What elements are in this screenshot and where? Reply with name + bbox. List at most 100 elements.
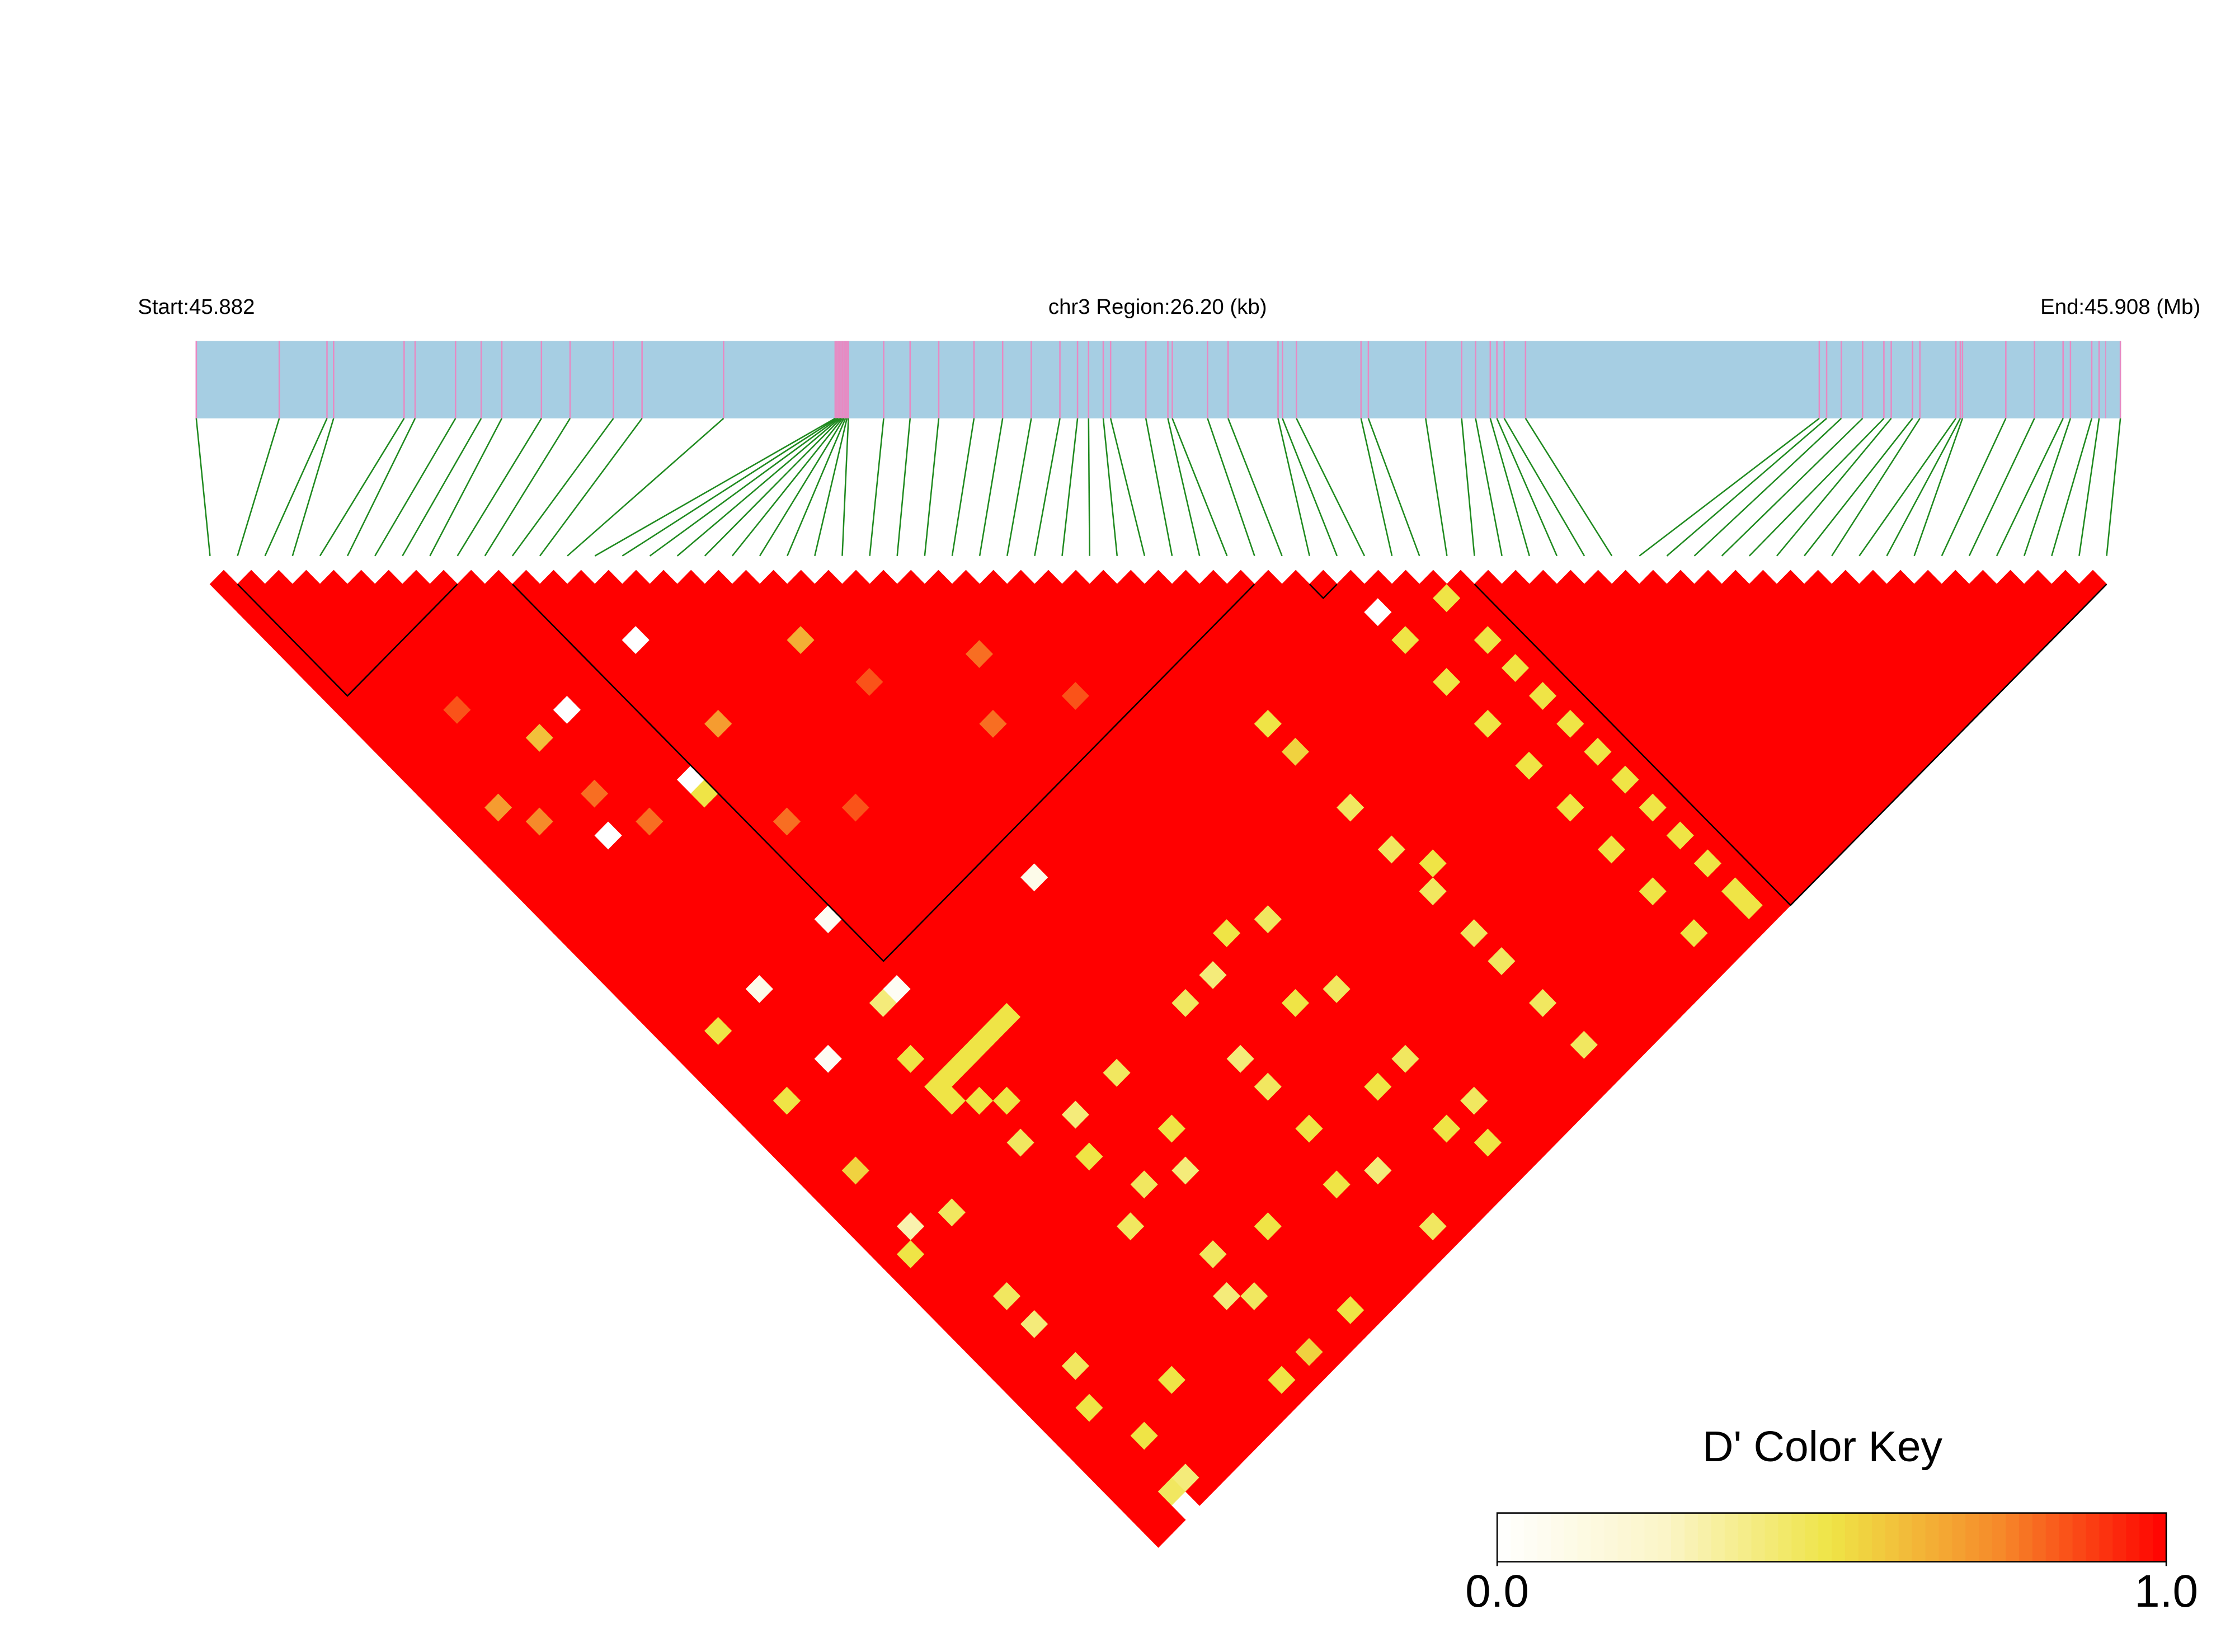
color-key-swatch	[1778, 1513, 1792, 1562]
snp-link	[1227, 418, 1283, 557]
color-key-swatch	[1845, 1513, 1859, 1562]
color-key-swatch	[1738, 1513, 1752, 1562]
color-key-swatch	[2045, 1513, 2060, 1562]
color-key-swatch	[2126, 1513, 2140, 1562]
snp-link	[539, 418, 643, 557]
color-key-swatch	[1658, 1513, 1672, 1562]
start-label: Start:45.882	[138, 295, 255, 319]
color-key-swatch	[1885, 1513, 1899, 1562]
snp-link	[759, 418, 845, 557]
snp-link	[429, 418, 503, 557]
snp-link	[1639, 417, 1820, 557]
color-key-swatch	[2099, 1513, 2114, 1562]
snp-link	[346, 418, 416, 557]
color-key-swatch	[1791, 1513, 1806, 1562]
snp-link	[2078, 418, 2100, 556]
snp-link	[1503, 418, 1585, 557]
snp-link	[1858, 418, 1957, 557]
snp-link	[1088, 418, 1090, 556]
snp-link	[2023, 418, 2072, 557]
snp-link	[1296, 418, 1366, 557]
snp-link	[869, 418, 884, 556]
snp-link	[374, 418, 457, 557]
snp-link	[649, 417, 839, 557]
ld-block	[511, 583, 1255, 962]
snp-link	[1171, 418, 1228, 557]
snp-link	[594, 417, 836, 557]
snp-link	[1831, 418, 1921, 557]
snp-link	[1721, 417, 1864, 557]
color-key-swatch	[2112, 1513, 2127, 1562]
color-key-swatch	[1952, 1513, 1966, 1562]
snp-link	[1006, 418, 1032, 556]
color-key-frame	[1496, 1512, 2167, 1562]
snp-link	[195, 418, 211, 556]
snp-link	[237, 418, 280, 557]
snp-link	[1102, 418, 1118, 556]
color-key-swatch	[1765, 1513, 1779, 1562]
color-key-swatch	[1685, 1513, 1698, 1562]
gene-track	[196, 341, 2121, 418]
color-key-swatch	[1697, 1513, 1712, 1562]
color-key-swatch	[1644, 1513, 1658, 1562]
end-label: End:45.908 (Mb)	[2040, 295, 2200, 319]
color-key-swatch	[2153, 1513, 2167, 1562]
snp-link	[1913, 418, 1964, 557]
snp-link	[1941, 418, 2007, 557]
color-key-swatch	[1805, 1513, 1819, 1562]
color-key-swatch	[1497, 1513, 1511, 1562]
color-key-swatch	[1925, 1513, 1940, 1562]
snp-link	[1776, 418, 1892, 557]
snp-link	[1475, 418, 1503, 556]
color-key-swatch	[2072, 1513, 2087, 1562]
color-key-swatch	[1912, 1513, 1926, 1562]
color-key-swatch	[2059, 1513, 2073, 1562]
color-key-swatch	[1564, 1513, 1578, 1562]
color-key-swatch	[1898, 1513, 1913, 1562]
snp-link	[1360, 418, 1393, 557]
color-key-swatch	[1537, 1513, 1551, 1562]
color-key-swatch	[1523, 1513, 1538, 1562]
snp-link	[1145, 418, 1173, 556]
color-key-swatch	[2139, 1513, 2153, 1562]
color-key-swatch	[1604, 1513, 1618, 1562]
ld-block	[237, 583, 458, 697]
snp-link	[814, 418, 848, 557]
color-key-swatch	[1711, 1513, 1725, 1562]
snp-link	[1109, 418, 1146, 557]
color-key-swatch	[1992, 1513, 2006, 1562]
snp-link	[951, 418, 975, 556]
snp-link	[2051, 418, 2093, 557]
snp-link	[924, 418, 940, 556]
color-key-swatch	[1858, 1513, 1872, 1562]
snp-link	[841, 418, 849, 556]
color-key-swatch	[1671, 1513, 1685, 1562]
color-key-swatch	[1724, 1513, 1739, 1562]
region-label: chr3 Region:26.20 (kb)	[1048, 295, 1267, 319]
snp-link	[1748, 417, 1885, 557]
color-key-swatch	[1511, 1513, 1524, 1562]
snp-link	[1367, 418, 1420, 557]
snp-link	[787, 418, 846, 557]
snp-link	[457, 418, 542, 557]
snp-link	[1425, 418, 1448, 556]
snp-link	[567, 417, 724, 557]
snp-link	[484, 418, 571, 557]
color-key-swatch	[2086, 1513, 2100, 1562]
color-key-label: 1.0	[2134, 1566, 2198, 1617]
color-key-swatch	[2032, 1513, 2046, 1562]
snp-link	[1461, 418, 1475, 556]
snp-link	[1524, 418, 1613, 557]
color-key-swatch	[1591, 1513, 1605, 1562]
ld-block	[1309, 583, 1338, 600]
color-key-swatch	[1751, 1513, 1766, 1562]
color-key-swatch	[1938, 1513, 1953, 1562]
snp-link	[676, 417, 840, 557]
snp-link	[896, 418, 911, 556]
snp-link	[1496, 418, 1558, 557]
legend-title: D' Color Key	[1702, 1423, 1942, 1471]
snp-link	[978, 418, 1004, 556]
color-key-swatch	[1818, 1513, 1832, 1562]
